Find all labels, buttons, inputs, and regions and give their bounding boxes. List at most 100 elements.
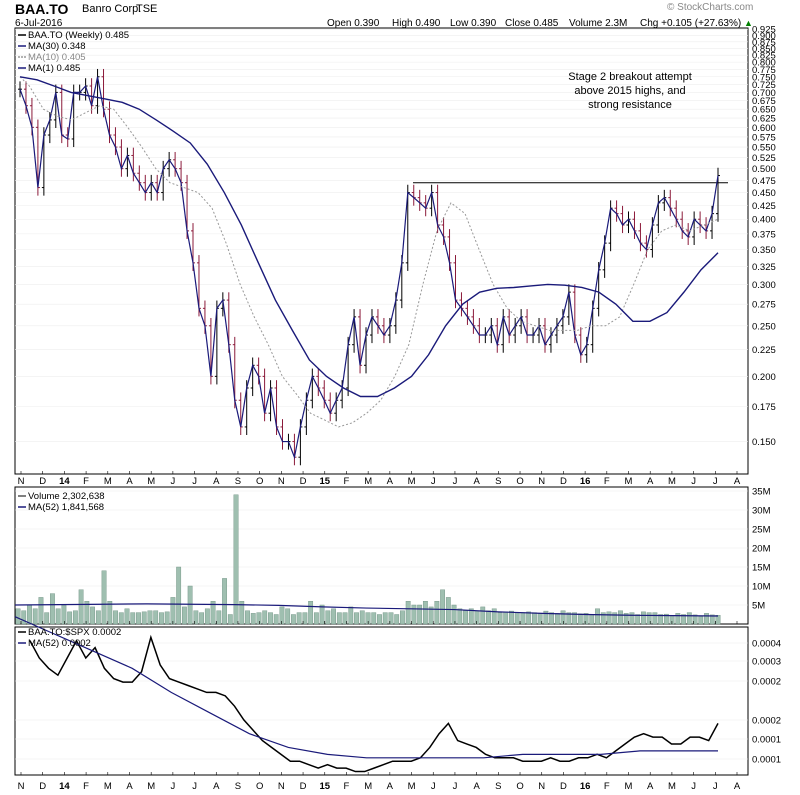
volume-bar [417, 604, 423, 625]
x-axis-label: J [431, 781, 436, 792]
volume-bar [526, 611, 532, 625]
x-axis-label: J [453, 476, 458, 487]
price-y-tick-label: 0.675 [752, 96, 776, 107]
volume-bar [549, 612, 555, 625]
volume-bar [118, 612, 124, 625]
change-value: Chg +0.105 (+27.63%) [640, 18, 742, 29]
watermark: © StockCharts.com [667, 2, 754, 13]
volume-bar [296, 612, 302, 625]
price-y-tick-label: 0.900 [752, 31, 776, 42]
volume-y-tick-label: 25M [752, 525, 771, 536]
x-axis-label: J [431, 476, 436, 487]
relative-ma52-line [14, 616, 718, 759]
x-axis-label: F [83, 476, 89, 487]
volume-legend-entry: MA(52) 1,841,568 [28, 502, 104, 513]
price-legend-entry: MA(1) 0.485 [28, 63, 80, 74]
chart-annotation: strong resistance [588, 99, 672, 111]
volume-bar [480, 606, 486, 625]
volume-bar [107, 601, 113, 625]
volume-bar [463, 610, 468, 625]
relative-panel [14, 626, 749, 776]
price-y-tick-label: 0.875 [752, 37, 776, 48]
volume-bar [67, 611, 73, 625]
relative-y-tick-label: 0.0002 [752, 716, 781, 727]
price-y-tick-label: 0.475 [752, 176, 776, 187]
volume-bar [262, 610, 268, 625]
volume-bar [199, 612, 205, 625]
x-axis-label: S [235, 781, 241, 792]
volume-y-tick-label: 5M [752, 601, 765, 612]
volume-bar [319, 604, 325, 625]
x-axis-label: M [364, 781, 372, 792]
price-y-tick-label: 0.175 [752, 402, 776, 413]
x-axis-label: M [408, 476, 416, 487]
volume-bar [658, 614, 664, 625]
price-y-tick-label: 0.225 [752, 345, 776, 356]
volume-bar [227, 614, 233, 625]
volume-bar [50, 593, 55, 625]
volume-y-tick-label: 15M [752, 563, 771, 574]
volume-bar [554, 613, 560, 625]
x-axis-label: M [147, 781, 155, 792]
volume-bar [520, 612, 526, 625]
price-y-tick-label: 0.300 [752, 280, 776, 291]
volume-bar [445, 597, 451, 625]
volume-bar [273, 614, 279, 625]
volume-bar [170, 597, 176, 625]
volume-bar [382, 612, 388, 625]
volume-bar [600, 612, 606, 625]
x-axis-label: M [104, 476, 112, 487]
price-y-tick-label: 0.150 [752, 437, 776, 448]
x-axis-label: D [39, 781, 46, 792]
x-axis-label: J [691, 781, 696, 792]
volume-bar [434, 601, 440, 625]
x-axis-label: F [83, 781, 89, 792]
x-axis-label: N [538, 476, 545, 487]
volume-bar [428, 606, 434, 625]
x-axis-label: M [625, 781, 633, 792]
x-axis-label: O [256, 781, 263, 792]
volume-bar [159, 612, 164, 625]
x-axis-label: A [213, 781, 220, 792]
x-axis-label: S [235, 476, 241, 487]
volume-bar [239, 601, 245, 625]
volume-y-tick-label: 20M [752, 544, 771, 555]
volume-bar [336, 612, 342, 625]
volume-bar [176, 566, 182, 625]
volume-bar [635, 614, 641, 625]
price-y-tick-label: 0.400 [752, 215, 776, 226]
x-axis-label: O [516, 476, 523, 487]
price-y-tick-label: 0.600 [752, 123, 776, 134]
volume-bar [210, 601, 216, 625]
volume-bar [61, 604, 67, 625]
x-axis-label: 16 [580, 476, 591, 487]
relative-legend-entry: BAA.TO:$SPX 0.0002 [28, 627, 121, 638]
title-symbol: BAA.TO [15, 1, 69, 17]
x-axis-label: J [192, 476, 197, 487]
volume-bar [233, 494, 239, 625]
volume-bar [113, 610, 118, 625]
volume-bar [313, 612, 319, 625]
volume-bar [503, 611, 509, 625]
volume-bar [354, 612, 359, 625]
x-axis-label: O [256, 476, 263, 487]
x-axis-label: A [126, 476, 133, 487]
volume-bar [250, 613, 256, 625]
volume-y-tick-label: 35M [752, 487, 771, 498]
volume-bar [497, 612, 503, 625]
x-axis-label: 16 [580, 781, 591, 792]
relative-y-tick-label: 0.0003 [752, 657, 781, 668]
volume-bar [90, 606, 95, 625]
x-axis-label: D [560, 476, 567, 487]
volume-bar [141, 611, 147, 625]
x-axis-label: O [516, 781, 523, 792]
price-y-tick-label: 0.700 [752, 88, 776, 99]
volume-bar [457, 608, 463, 625]
x-axis-label: M [408, 781, 416, 792]
x-axis-label: N [278, 476, 285, 487]
volume-bar [15, 608, 21, 625]
volume-bar [193, 610, 199, 625]
volume-bar [38, 597, 44, 625]
volume-bar [623, 613, 629, 625]
volume-bar [715, 615, 721, 625]
